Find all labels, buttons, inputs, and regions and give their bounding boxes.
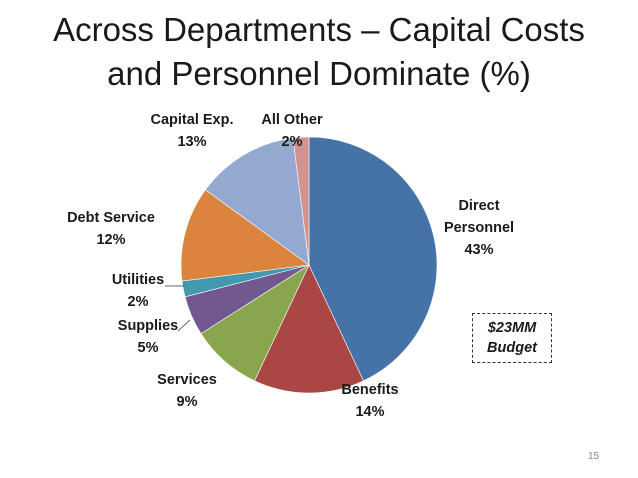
slice-benefits — [254, 264, 364, 394]
slice-labels: Direct Personnel 43%Benefits 14%Services 9%S… — [67, 112, 514, 420]
label-value-all-other: 2% — [282, 134, 303, 150]
slice-debt-service — [180, 189, 310, 282]
title-line-2: and Personnel Dominate (%) — [107, 55, 531, 92]
label-all-other: All Other 2% — [261, 112, 323, 150]
label-name-all-other: All Other — [261, 112, 323, 128]
label-supplies: Supplies 5% — [118, 318, 178, 356]
label-value-supplies: 5% — [138, 340, 159, 356]
pie-slices — [180, 136, 438, 394]
label-name-services: Services — [157, 372, 217, 388]
leader-supplies — [177, 319, 191, 332]
label-name-benefits: Benefits — [341, 382, 398, 398]
budget-callout: $23MM Budget — [472, 313, 552, 363]
budget-caption: Budget — [487, 340, 537, 356]
leader-lines — [165, 285, 191, 332]
label-value-benefits: 14% — [355, 404, 384, 420]
label-value-services: 9% — [177, 394, 198, 410]
label-name-direct-personnel: Personnel — [444, 220, 514, 236]
label-value-direct-personnel: 43% — [464, 242, 493, 258]
title-line-1: Across Departments – Capital Costs — [53, 11, 585, 48]
label-capital-exp: Capital Exp. 13% — [151, 112, 234, 150]
label-value-capital-exp: 13% — [177, 134, 206, 150]
slice-all-other — [292, 136, 310, 266]
label-name-capital-exp: Capital Exp. — [151, 112, 234, 128]
label-services: Services 9% — [157, 372, 217, 410]
label-debt-service: Debt Service 12% — [67, 210, 155, 248]
budget-amount: $23MM — [487, 320, 537, 336]
label-direct-personnel: Direct Personnel 43% — [444, 198, 514, 258]
label-value-utilities: 2% — [128, 294, 149, 310]
label-value-debt-service: 12% — [96, 232, 125, 248]
label-benefits: Benefits 14% — [341, 382, 398, 420]
label-name-debt-service: Debt Service — [67, 210, 155, 226]
page-number: 15 — [588, 451, 600, 462]
label-name-supplies: Supplies — [118, 318, 178, 334]
slide-title: Across Departments – Capital Costs and P… — [0, 8, 638, 96]
label-utilities: Utilities 2% — [112, 272, 164, 310]
label-name-direct-personnel: Direct — [458, 198, 499, 214]
slice-direct-personnel — [308, 136, 438, 382]
label-name-utilities: Utilities — [112, 272, 164, 288]
slice-capital-exp — [205, 137, 310, 266]
